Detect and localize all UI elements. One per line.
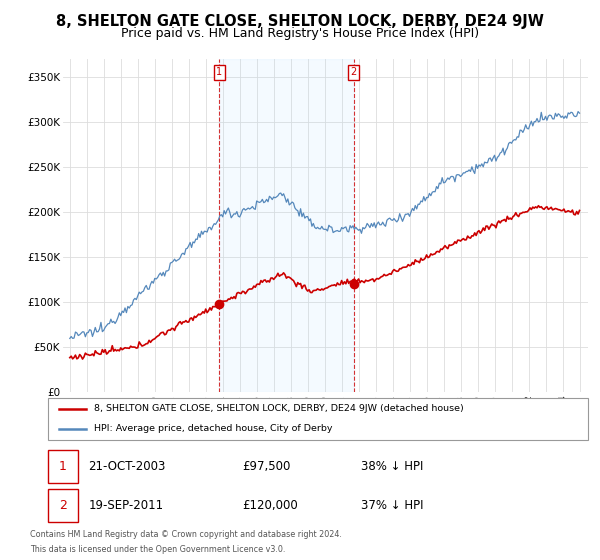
Text: £97,500: £97,500 bbox=[242, 460, 291, 473]
Text: £120,000: £120,000 bbox=[242, 499, 298, 512]
Bar bbox=[219, 59, 354, 392]
Text: Price paid vs. HM Land Registry's House Price Index (HPI): Price paid vs. HM Land Registry's House … bbox=[121, 27, 479, 40]
Text: This data is licensed under the Open Government Licence v3.0.: This data is licensed under the Open Gov… bbox=[30, 545, 286, 554]
Text: 8, SHELTON GATE CLOSE, SHELTON LOCK, DERBY, DE24 9JW: 8, SHELTON GATE CLOSE, SHELTON LOCK, DER… bbox=[56, 14, 544, 29]
Text: 1: 1 bbox=[216, 67, 222, 77]
Bar bbox=[48, 450, 78, 483]
Text: 21-OCT-2003: 21-OCT-2003 bbox=[89, 460, 166, 473]
Text: 37% ↓ HPI: 37% ↓ HPI bbox=[361, 499, 424, 512]
Text: 2: 2 bbox=[350, 67, 357, 77]
Text: Contains HM Land Registry data © Crown copyright and database right 2024.: Contains HM Land Registry data © Crown c… bbox=[30, 530, 342, 539]
Text: 19-SEP-2011: 19-SEP-2011 bbox=[89, 499, 164, 512]
Text: 8, SHELTON GATE CLOSE, SHELTON LOCK, DERBY, DE24 9JW (detached house): 8, SHELTON GATE CLOSE, SHELTON LOCK, DER… bbox=[94, 404, 464, 413]
Text: 1: 1 bbox=[59, 460, 67, 473]
Text: HPI: Average price, detached house, City of Derby: HPI: Average price, detached house, City… bbox=[94, 424, 332, 433]
Bar bbox=[48, 489, 78, 522]
Text: 2: 2 bbox=[59, 499, 67, 512]
Text: 38% ↓ HPI: 38% ↓ HPI bbox=[361, 460, 424, 473]
